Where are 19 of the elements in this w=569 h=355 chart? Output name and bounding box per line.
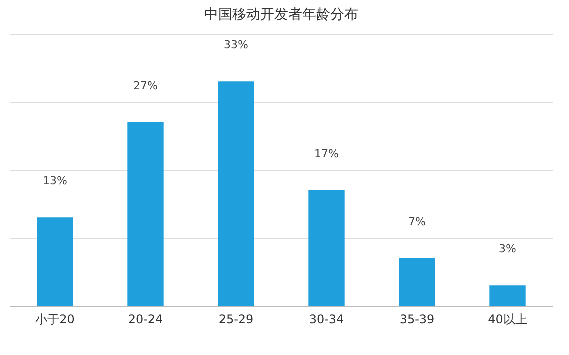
data-label: 33% xyxy=(224,38,248,52)
x-tick-label: 30-34 xyxy=(309,312,344,326)
x-tick-label: 40以上 xyxy=(488,312,528,326)
data-label: 3% xyxy=(499,242,516,256)
x-tick-label: 35-39 xyxy=(400,312,435,326)
chart-title: 中国移动开发者年龄分布 xyxy=(204,7,358,23)
bar xyxy=(490,286,526,306)
x-tick-label: 20-24 xyxy=(128,312,164,326)
bar xyxy=(37,218,74,306)
data-label: 27% xyxy=(134,79,158,92)
bar xyxy=(399,258,436,306)
data-label: 13% xyxy=(43,174,68,188)
x-tick-label: 25-29 xyxy=(218,312,254,326)
data-label: 7% xyxy=(408,215,426,228)
bar xyxy=(218,82,254,306)
bar xyxy=(128,122,164,306)
data-label: 17% xyxy=(314,147,339,160)
bar xyxy=(308,190,345,306)
x-tick-label: 小于20 xyxy=(36,312,75,326)
